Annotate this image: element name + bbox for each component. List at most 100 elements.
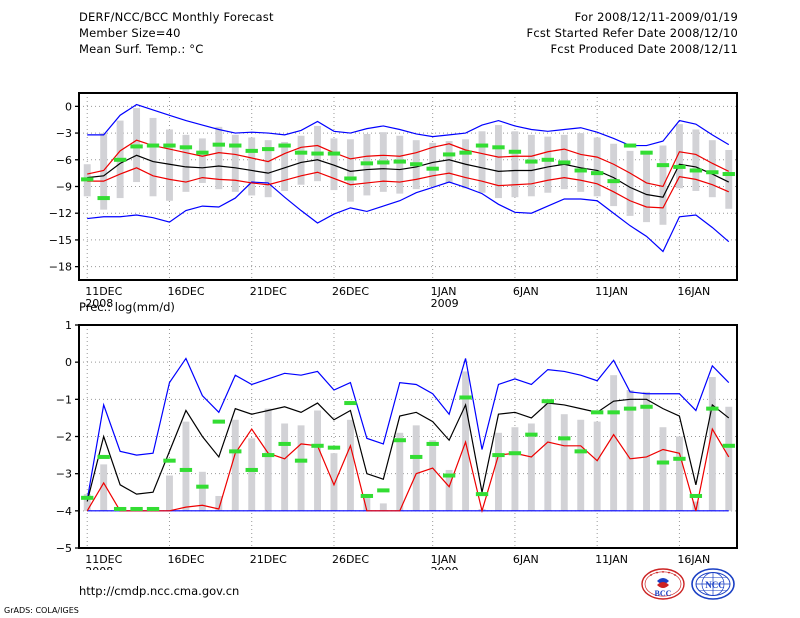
climatology-marker [426, 441, 439, 446]
y-axis-tick-label: −15 [49, 234, 72, 247]
climatology-marker [410, 454, 423, 459]
svg-text:BCC: BCC [655, 589, 672, 598]
spread-bar [643, 391, 650, 511]
forecast-period-label: For 2008/12/11-2009/01/19 [574, 10, 738, 24]
climatology-markers [81, 395, 735, 511]
spread-bar [626, 150, 634, 216]
x-axis-year-label: 2008 [85, 297, 113, 310]
x-axis-year-label: 2009 [431, 297, 459, 310]
climatology-marker [245, 467, 258, 472]
climatology-marker [640, 150, 653, 155]
spread-bar [100, 464, 108, 511]
climatology-marker [360, 493, 374, 498]
climatology-marker [294, 150, 308, 155]
series-upper-quartile [87, 139, 730, 188]
y-axis-tick-label: 0 [65, 100, 72, 113]
fcst-produced-date-label: Fcst Produced Date 2008/12/11 [550, 42, 738, 56]
spread-bar [495, 125, 502, 199]
climatology-marker [278, 143, 291, 148]
series-ensemble-max [87, 103, 730, 147]
climatology-marker [574, 168, 587, 173]
climatology-marker [146, 506, 160, 511]
y-axis-tick-label: −6 [56, 154, 72, 167]
spread-bar [182, 134, 190, 192]
climatology-marker [623, 406, 637, 411]
climatology-marker [722, 172, 735, 177]
spread-bar [100, 133, 108, 210]
spread-bar [198, 471, 206, 511]
x-axis-tick-label: 16DEC [167, 553, 204, 566]
climatology-marker [459, 150, 472, 155]
climatology-marker [360, 161, 374, 166]
climatology-marker [130, 506, 143, 511]
svg-text:NCC: NCC [705, 580, 725, 590]
climatology-marker [344, 401, 357, 406]
climatology-marker [81, 495, 94, 500]
spread-bar [198, 138, 206, 183]
grads-credit: GrADS: COLA/IGES [4, 606, 79, 615]
spread-bar [725, 406, 733, 511]
spread-bar [182, 421, 190, 511]
climatology-marker [558, 160, 571, 165]
climatology-marker [623, 143, 637, 148]
spread-bar [346, 139, 354, 202]
plot-frame [78, 92, 738, 281]
y-axis-tick-label: −9 [56, 181, 72, 194]
climatology-marker [722, 443, 735, 448]
spread-bar [330, 138, 338, 191]
climatology-marker [689, 493, 703, 498]
spread-bar [445, 469, 453, 511]
climatology-marker [673, 456, 686, 461]
climatology-marker [179, 145, 193, 150]
climatology-marker [607, 179, 620, 184]
spread-bar [511, 131, 519, 198]
spread-bar [412, 425, 420, 511]
y-axis-tick-label: 1 [65, 319, 72, 332]
spread-bar [429, 142, 437, 187]
climatology-marker [327, 151, 341, 156]
climatology-marker [673, 164, 686, 169]
series-upper-quartile [86, 427, 730, 514]
climatology-marker [393, 159, 406, 164]
x-axis-tick-label: 6JAN [513, 285, 539, 298]
spread-bar [248, 438, 256, 511]
y-axis-tick-label: 0 [65, 356, 72, 369]
climatology-marker [97, 196, 110, 201]
climatology-marker [130, 144, 143, 149]
climatology-marker [212, 142, 225, 147]
spread-bar [248, 137, 256, 196]
spread-bar [675, 124, 683, 189]
spread-bar [429, 440, 437, 511]
y-axis-tick-label: −1 [56, 393, 72, 406]
climatology-marker [426, 166, 439, 171]
climatology-marker [377, 160, 390, 165]
spread-bar [215, 126, 223, 190]
spread-bar [725, 149, 733, 209]
x-axis-tick-label: 26DEC [332, 553, 369, 566]
spread-bar [527, 423, 535, 511]
climatology-marker [163, 458, 176, 463]
x-axis-tick-label: 1JAN [431, 553, 457, 566]
climatology-marker [706, 406, 719, 411]
x-axis-tick-label: 1JAN [431, 285, 457, 298]
x-axis-tick-label: 21DEC [250, 553, 287, 566]
series-ensemble-min [87, 181, 730, 253]
spread-bar [626, 390, 634, 511]
spread-bar [346, 419, 354, 511]
series-lower-quartile [87, 167, 730, 209]
spread-bar [149, 117, 157, 197]
climatology-marker [541, 399, 554, 404]
climatology-marker [591, 410, 604, 415]
y-axis-tick-label: −4 [56, 505, 72, 518]
source-url[interactable]: http://cmdp.ncc.cma.gov.cn [79, 584, 240, 598]
spread-bar [610, 143, 618, 207]
climatology-marker [475, 143, 489, 148]
spread-bar [643, 151, 650, 223]
climatology-marker [97, 454, 110, 459]
spread-bar [577, 419, 585, 511]
member-size-label: Member Size=40 [79, 26, 181, 40]
temp-units-label: Mean Surf. Temp.: °C [79, 42, 204, 56]
chart-title: DERF/NCC/BCC Monthly Forecast [79, 10, 274, 24]
climatology-marker [525, 432, 538, 437]
